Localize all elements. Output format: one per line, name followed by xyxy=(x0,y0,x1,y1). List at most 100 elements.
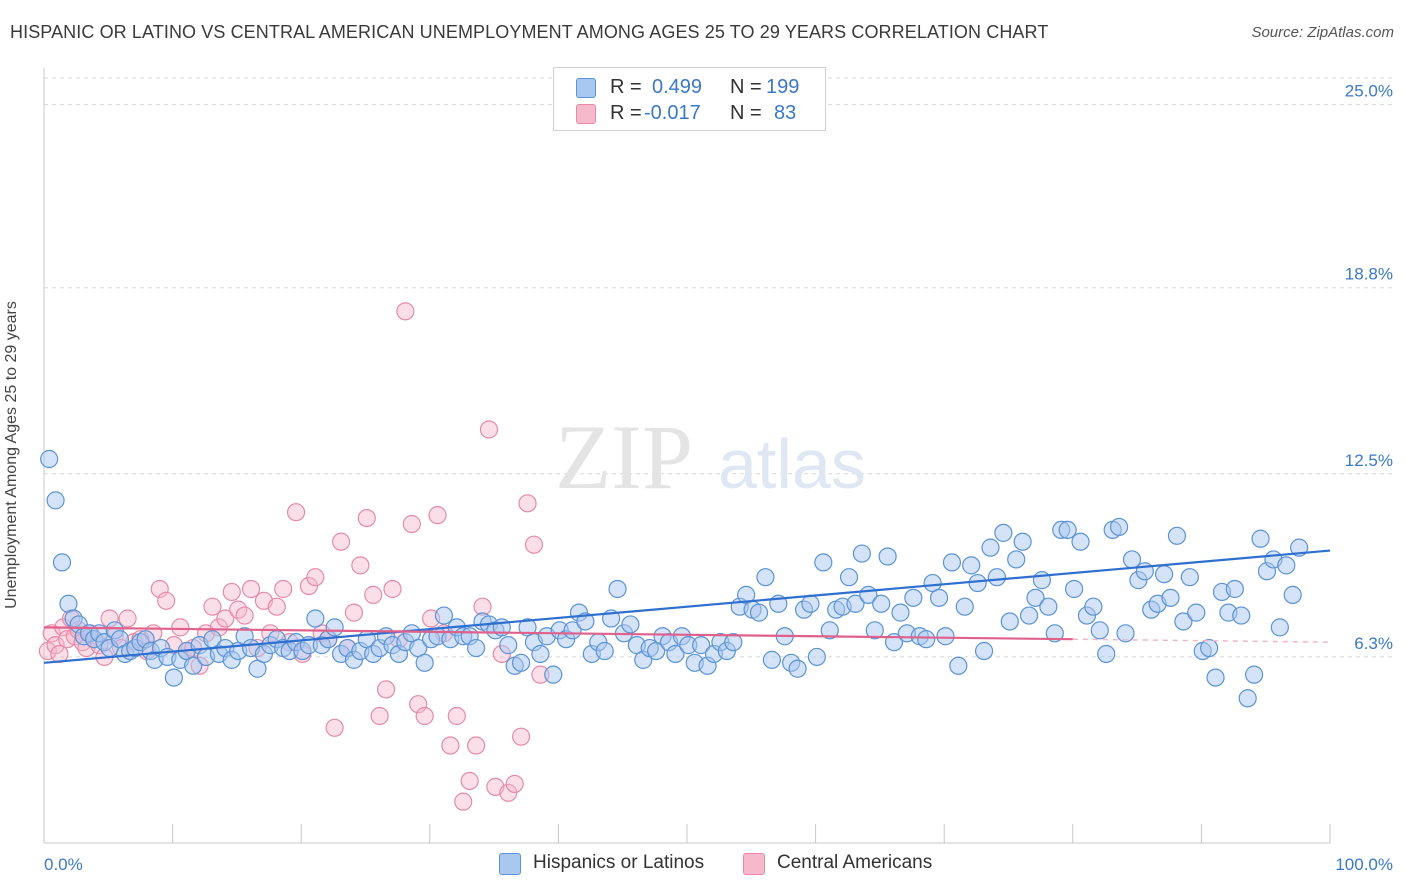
point-hispanic xyxy=(878,547,897,566)
point-hispanic xyxy=(1090,621,1109,640)
point-hispanic xyxy=(1007,550,1026,569)
stats-swatch-blue xyxy=(576,78,596,98)
point-central-american xyxy=(479,420,499,439)
y-tick-label: 25.0% xyxy=(1345,82,1393,101)
point-hispanic xyxy=(852,544,871,563)
stats-r-value-blue: 0.499 xyxy=(652,76,703,98)
point-central-american xyxy=(383,579,402,599)
point-central-american xyxy=(306,568,325,587)
hispanics-points xyxy=(40,449,1309,708)
point-central-american xyxy=(415,706,434,726)
watermark: ZIP atlas xyxy=(555,406,866,508)
point-central-american xyxy=(267,597,286,616)
stats-box: R = 0.499 N = 199 R = -0.017 N = 83 xyxy=(553,67,826,131)
point-central-american xyxy=(344,603,364,622)
point-hispanic xyxy=(512,653,531,672)
y-tick-labels: 6.3% 12.5% 18.8% 25.0% xyxy=(1345,82,1393,653)
point-central-american xyxy=(46,636,65,655)
stats-n-value-blue: 199 xyxy=(766,76,800,98)
y-tick-label: 12.5% xyxy=(1345,451,1393,470)
point-hispanic xyxy=(788,659,807,678)
stats-r-value-pink: -0.017 xyxy=(644,102,701,124)
trend-lines xyxy=(43,549,1331,664)
point-hispanic xyxy=(1084,597,1103,616)
central-americans-points xyxy=(38,302,550,811)
point-central-american xyxy=(524,535,544,554)
point-central-american xyxy=(447,706,466,726)
stats-n-label: N = xyxy=(730,102,762,124)
x-tick-labels: 0.0% 100.0% xyxy=(44,855,1393,874)
point-hispanic xyxy=(1174,612,1193,631)
point-hispanic xyxy=(962,556,981,575)
point-central-american xyxy=(460,771,479,791)
point-hispanic xyxy=(306,609,325,628)
point-hispanic xyxy=(52,553,72,572)
watermark-atlas: atlas xyxy=(718,425,866,503)
point-hispanic xyxy=(968,573,987,593)
point-hispanic xyxy=(1071,532,1090,551)
y-tick-label: 6.3% xyxy=(1354,634,1393,653)
point-hispanic xyxy=(807,647,826,667)
source-label: Source: ZipAtlas.com xyxy=(1251,24,1394,41)
point-central-american xyxy=(402,514,421,534)
legend-swatch-blue xyxy=(499,853,521,875)
point-central-american xyxy=(376,680,396,699)
point-hispanic xyxy=(666,644,685,664)
point-central-american xyxy=(428,506,447,525)
point-hispanic xyxy=(1161,588,1180,607)
point-central-american xyxy=(157,591,176,610)
stats-r-label: R = xyxy=(610,102,642,124)
point-hispanic xyxy=(994,523,1013,542)
point-hispanic xyxy=(325,618,344,637)
point-hispanic xyxy=(531,644,550,664)
point-hispanic xyxy=(756,568,775,587)
point-hispanic xyxy=(839,568,859,587)
point-hispanic xyxy=(466,638,486,658)
point-hispanic xyxy=(801,594,820,613)
point-hispanic xyxy=(987,568,1007,587)
point-hispanic xyxy=(1097,644,1116,664)
point-central-american xyxy=(512,727,531,746)
point-hispanic xyxy=(40,449,59,469)
point-central-american xyxy=(505,774,524,794)
stats-r-label: R = xyxy=(610,76,642,98)
legend-label-hispanics: Hispanics or Latinos xyxy=(533,852,705,873)
point-central-american xyxy=(241,579,261,599)
point-central-american xyxy=(203,597,222,616)
point-hispanic xyxy=(576,612,595,631)
point-hispanic xyxy=(621,615,640,634)
point-hispanic xyxy=(820,621,839,640)
point-hispanic xyxy=(865,621,884,640)
point-central-american xyxy=(454,792,473,811)
point-hispanic xyxy=(1064,579,1084,599)
point-hispanic xyxy=(1238,689,1257,708)
point-hispanic xyxy=(1167,526,1187,545)
point-hispanic xyxy=(544,665,563,684)
point-central-american xyxy=(351,556,370,575)
point-central-american xyxy=(286,503,306,522)
point-central-american xyxy=(150,579,169,599)
point-hispanic xyxy=(936,627,955,646)
point-hispanic xyxy=(164,668,183,687)
point-hispanic xyxy=(814,553,833,572)
point-central-american xyxy=(364,585,383,604)
point-hispanic xyxy=(949,656,968,675)
stats-n-label: N = xyxy=(730,76,762,98)
point-hispanic xyxy=(1232,606,1251,625)
point-hispanic xyxy=(1000,612,1019,631)
point-hispanic xyxy=(1277,556,1296,575)
point-hispanic xyxy=(1225,579,1244,599)
point-central-american xyxy=(42,624,61,643)
legend-swatch-pink xyxy=(743,853,765,875)
point-hispanic xyxy=(974,641,994,661)
point-hispanic xyxy=(1270,618,1289,637)
point-central-american xyxy=(357,508,376,528)
point-hispanic xyxy=(1245,665,1264,684)
point-hispanic xyxy=(1013,532,1032,551)
point-central-american xyxy=(396,302,415,321)
point-hispanic xyxy=(724,633,743,652)
trend-line-hispanics xyxy=(43,549,1331,664)
point-hispanic xyxy=(1187,603,1206,622)
chart-title: HISPANIC OR LATINO VS CENTRAL AMERICAN U… xyxy=(10,22,1049,42)
